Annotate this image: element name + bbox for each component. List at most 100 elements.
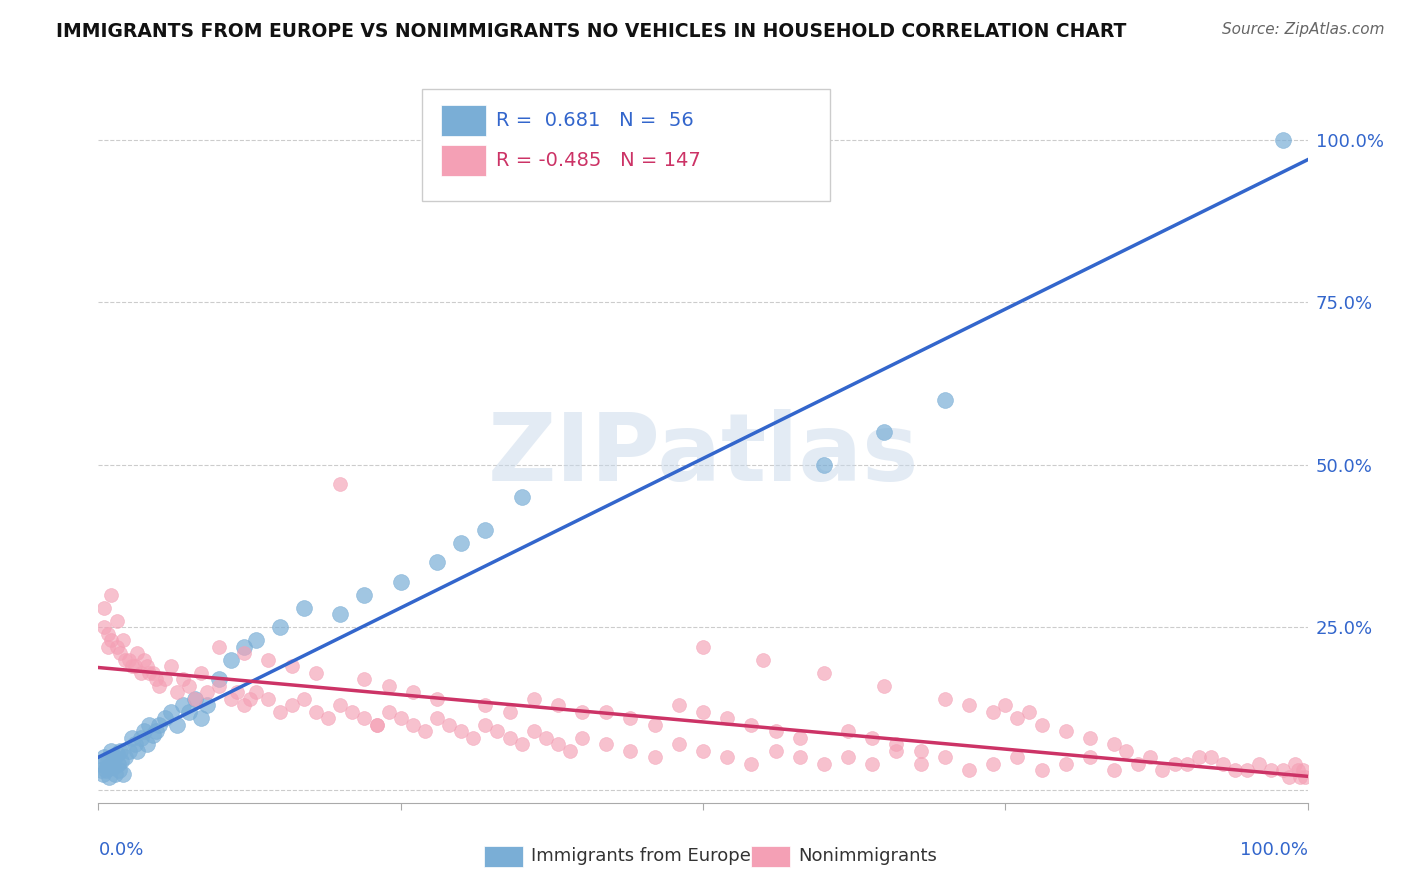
- Text: 100.0%: 100.0%: [1240, 841, 1308, 859]
- Point: [153, 711, 176, 725]
- Point: [329, 698, 352, 713]
- Point: [145, 724, 167, 739]
- Point: [97, 754, 120, 768]
- Point: [108, 646, 131, 660]
- Point: [910, 744, 932, 758]
- Point: [190, 711, 212, 725]
- Point: [245, 685, 267, 699]
- Text: Nonimmigrants: Nonimmigrants: [799, 847, 938, 865]
- Point: [114, 750, 136, 764]
- Point: [510, 490, 533, 504]
- Point: [486, 724, 509, 739]
- Point: [366, 718, 388, 732]
- Point: [97, 640, 120, 654]
- Point: [860, 756, 883, 771]
- Point: [221, 691, 243, 706]
- Text: R =  0.681   N =  56: R = 0.681 N = 56: [496, 111, 695, 130]
- Point: [644, 718, 666, 732]
- Point: [716, 750, 738, 764]
- Point: [437, 718, 460, 732]
- Point: [498, 731, 520, 745]
- Point: [752, 653, 775, 667]
- Point: [1031, 764, 1053, 778]
- Point: [450, 724, 472, 739]
- Point: [98, 770, 121, 784]
- Point: [111, 766, 134, 780]
- Point: [93, 620, 115, 634]
- Point: [1102, 764, 1125, 778]
- Point: [692, 744, 714, 758]
- Point: [105, 614, 128, 628]
- Point: [138, 665, 160, 680]
- Point: [305, 705, 328, 719]
- Point: [547, 737, 569, 751]
- Point: [129, 731, 152, 745]
- Point: [353, 588, 375, 602]
- Point: [789, 731, 811, 745]
- Point: [353, 711, 375, 725]
- Point: [740, 756, 762, 771]
- Text: ZIPatlas: ZIPatlas: [488, 409, 918, 501]
- Point: [389, 711, 412, 725]
- Point: [402, 718, 425, 732]
- Point: [142, 727, 165, 741]
- Point: [100, 744, 122, 758]
- Point: [1278, 770, 1301, 784]
- Point: [329, 477, 352, 491]
- Point: [1289, 770, 1312, 784]
- Point: [353, 672, 375, 686]
- Point: [342, 705, 364, 719]
- Point: [377, 705, 399, 719]
- Point: [474, 523, 496, 537]
- Point: [129, 665, 152, 680]
- Point: [166, 685, 188, 699]
- Point: [994, 698, 1017, 713]
- Point: [153, 672, 176, 686]
- Point: [108, 764, 131, 778]
- Point: [366, 718, 388, 732]
- Point: [190, 665, 212, 680]
- Point: [1260, 764, 1282, 778]
- Point: [957, 698, 980, 713]
- Text: IMMIGRANTS FROM EUROPE VS NONIMMIGRANTS NO VEHICLES IN HOUSEHOLD CORRELATION CHA: IMMIGRANTS FROM EUROPE VS NONIMMIGRANTS …: [56, 22, 1126, 41]
- Point: [97, 626, 120, 640]
- Point: [873, 425, 896, 439]
- Point: [1249, 756, 1271, 771]
- Point: [981, 756, 1004, 771]
- Point: [886, 737, 908, 751]
- Point: [571, 731, 593, 745]
- Point: [1292, 764, 1315, 778]
- Point: [256, 653, 278, 667]
- Point: [1031, 718, 1053, 732]
- Point: [426, 691, 449, 706]
- Point: [1286, 764, 1309, 778]
- Point: [765, 724, 787, 739]
- Point: [208, 679, 231, 693]
- Point: [837, 724, 859, 739]
- Point: [450, 535, 472, 549]
- Point: [221, 653, 243, 667]
- Point: [873, 679, 896, 693]
- Point: [232, 640, 254, 654]
- Point: [1054, 756, 1077, 771]
- Point: [305, 665, 328, 680]
- Point: [934, 750, 956, 764]
- Point: [934, 691, 956, 706]
- Point: [134, 653, 156, 667]
- Point: [1018, 705, 1040, 719]
- Point: [595, 705, 617, 719]
- Point: [107, 756, 129, 771]
- Point: [208, 640, 231, 654]
- Point: [172, 698, 194, 713]
- Point: [96, 760, 118, 774]
- Point: [981, 705, 1004, 719]
- Point: [166, 718, 188, 732]
- Point: [245, 633, 267, 648]
- Point: [118, 744, 141, 758]
- Point: [208, 672, 231, 686]
- Point: [957, 764, 980, 778]
- Point: [292, 600, 315, 615]
- Point: [256, 691, 278, 706]
- Point: [765, 744, 787, 758]
- Point: [571, 705, 593, 719]
